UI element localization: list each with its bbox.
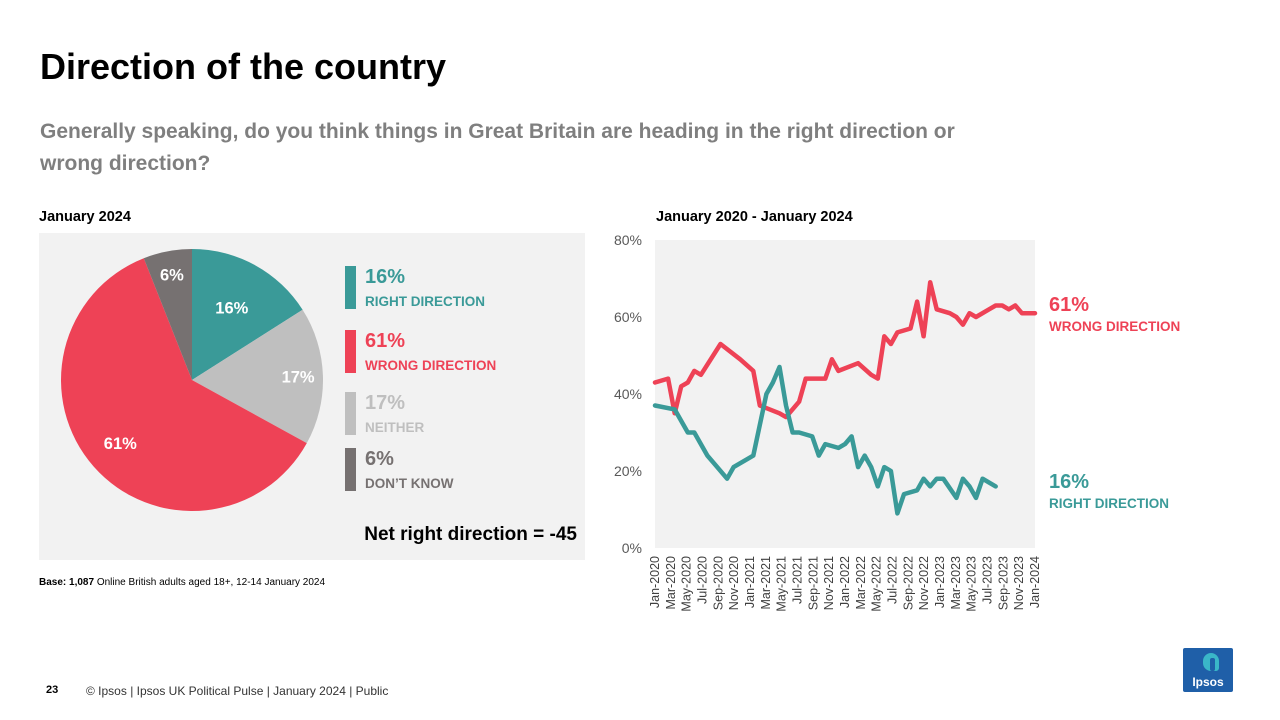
- legend-swatch-dontknow: [345, 448, 356, 491]
- x-tick-label: Nov-2021: [822, 556, 836, 610]
- x-tick-label: Jan-2023: [933, 556, 947, 608]
- base-note-count: 1,087: [69, 577, 95, 588]
- right-end-name: RIGHT DIRECTION: [1049, 496, 1169, 511]
- x-tick-label: Jul-2023: [981, 556, 995, 604]
- x-tick-label: Mar-2023: [949, 556, 963, 610]
- net-right-direction: Net right direction = -45: [364, 524, 577, 545]
- x-tick-label: Jan-2020: [648, 556, 662, 608]
- wrong-end-name: WRONG DIRECTION: [1049, 319, 1181, 334]
- legend-name-wrong: WRONG DIRECTION: [365, 358, 497, 373]
- x-tick-label: Jul-2022: [886, 556, 900, 604]
- logo-mark-inner: [1210, 658, 1215, 671]
- x-tick-label: May-2022: [870, 556, 884, 612]
- pie-chart-panel: 16% 17% 61% 6% 16% RIGHT DIRECTION 61% WRON…: [39, 233, 585, 560]
- legend-name-right: RIGHT DIRECTION: [365, 294, 485, 309]
- x-tick-label: Mar-2022: [854, 556, 868, 610]
- pie-slice-dontknow: [143, 249, 192, 380]
- plot-area: [655, 240, 1035, 548]
- right-end-label: 16% RIGHT DIRECTION: [1049, 471, 1169, 511]
- pie-section-label: January 2024: [39, 209, 131, 225]
- wrong-end-pct: 61%: [1049, 294, 1090, 316]
- legend-name-neither: NEITHER: [365, 420, 425, 435]
- page-title: Direction of the country: [40, 46, 447, 87]
- legend-pct-dontknow: 6%: [365, 448, 394, 470]
- legend-swatch-wrong: [345, 330, 356, 373]
- logo-text: Ipsos: [1192, 675, 1224, 689]
- pie-slice-wrong: [61, 258, 307, 512]
- y-tick-label: 40%: [614, 386, 642, 402]
- ipsos-logo: Ipsos: [1183, 648, 1233, 692]
- x-tick-label: Jul-2020: [696, 556, 710, 604]
- x-tick-label: Sep-2020: [711, 556, 725, 610]
- pie-chart: 16% 17% 61% 6%: [61, 249, 324, 512]
- line-section-label: January 2020 - January 2024: [656, 209, 853, 225]
- x-tick-label: May-2020: [680, 556, 694, 612]
- x-tick-label: Mar-2020: [664, 556, 678, 610]
- base-note-bold: Base:: [39, 577, 67, 588]
- page-subtitle: Generally speaking, do you think things …: [40, 120, 955, 175]
- y-tick-label: 80%: [614, 232, 642, 248]
- legend-pct-neither: 17%: [365, 392, 406, 414]
- x-tick-label: May-2023: [965, 556, 979, 612]
- pie-slice-neither: [192, 309, 324, 444]
- x-tick-label: Jul-2021: [791, 556, 805, 604]
- x-tick-label: Mar-2021: [759, 556, 773, 610]
- legend-name-dontknow: DON’T KNOW: [365, 476, 454, 491]
- x-tick-label: May-2021: [775, 556, 789, 612]
- x-tick-label: Jan-2021: [743, 556, 757, 608]
- legend-pct-right: 16%: [365, 266, 406, 288]
- x-tick-label: Jan-2024: [1028, 556, 1042, 608]
- y-tick-label: 20%: [614, 463, 642, 479]
- line-chart: 0%20%40%60%80%Jan-2020 Mar-2020 May-2020 Ju…: [614, 232, 1042, 612]
- right-end-pct: 16%: [1049, 471, 1090, 493]
- legend-swatch-right: [345, 266, 356, 309]
- base-note: Base: 1,087 Online British adults aged 1…: [39, 577, 325, 588]
- legend-pct-wrong: 61%: [365, 330, 406, 352]
- pie-label-neither: 17%: [282, 369, 315, 387]
- x-tick-label: Jan-2022: [838, 556, 852, 608]
- x-tick-label: Sep-2022: [901, 556, 915, 610]
- x-tick-label: Nov-2022: [917, 556, 931, 610]
- x-tick-label: Nov-2023: [1012, 556, 1026, 610]
- y-tick-label: 0%: [622, 540, 642, 556]
- pie-label-wrong: 61%: [104, 435, 137, 453]
- x-tick-label: Sep-2021: [806, 556, 820, 610]
- pie-label-dontknow: 6%: [160, 267, 184, 285]
- y-tick-label: 60%: [614, 309, 642, 325]
- x-tick-label: Nov-2020: [727, 556, 741, 610]
- series-line-right-direction: [652, 364, 998, 516]
- wrong-end-label: 61% WRONG DIRECTION: [1049, 294, 1180, 334]
- x-tick-label: Sep-2023: [996, 556, 1010, 610]
- legend-swatch-neither: [345, 392, 356, 435]
- base-note-text: Online British adults aged 18+, 12-14 Ja…: [94, 577, 326, 588]
- series-line-wrong-direction: [652, 280, 1038, 420]
- pie-label-right: 16%: [215, 300, 248, 318]
- page-number: 23: [46, 684, 59, 696]
- footer-text: © Ipsos | Ipsos UK Political Pulse | Jan…: [86, 684, 389, 698]
- pie-slice-right: [192, 249, 303, 380]
